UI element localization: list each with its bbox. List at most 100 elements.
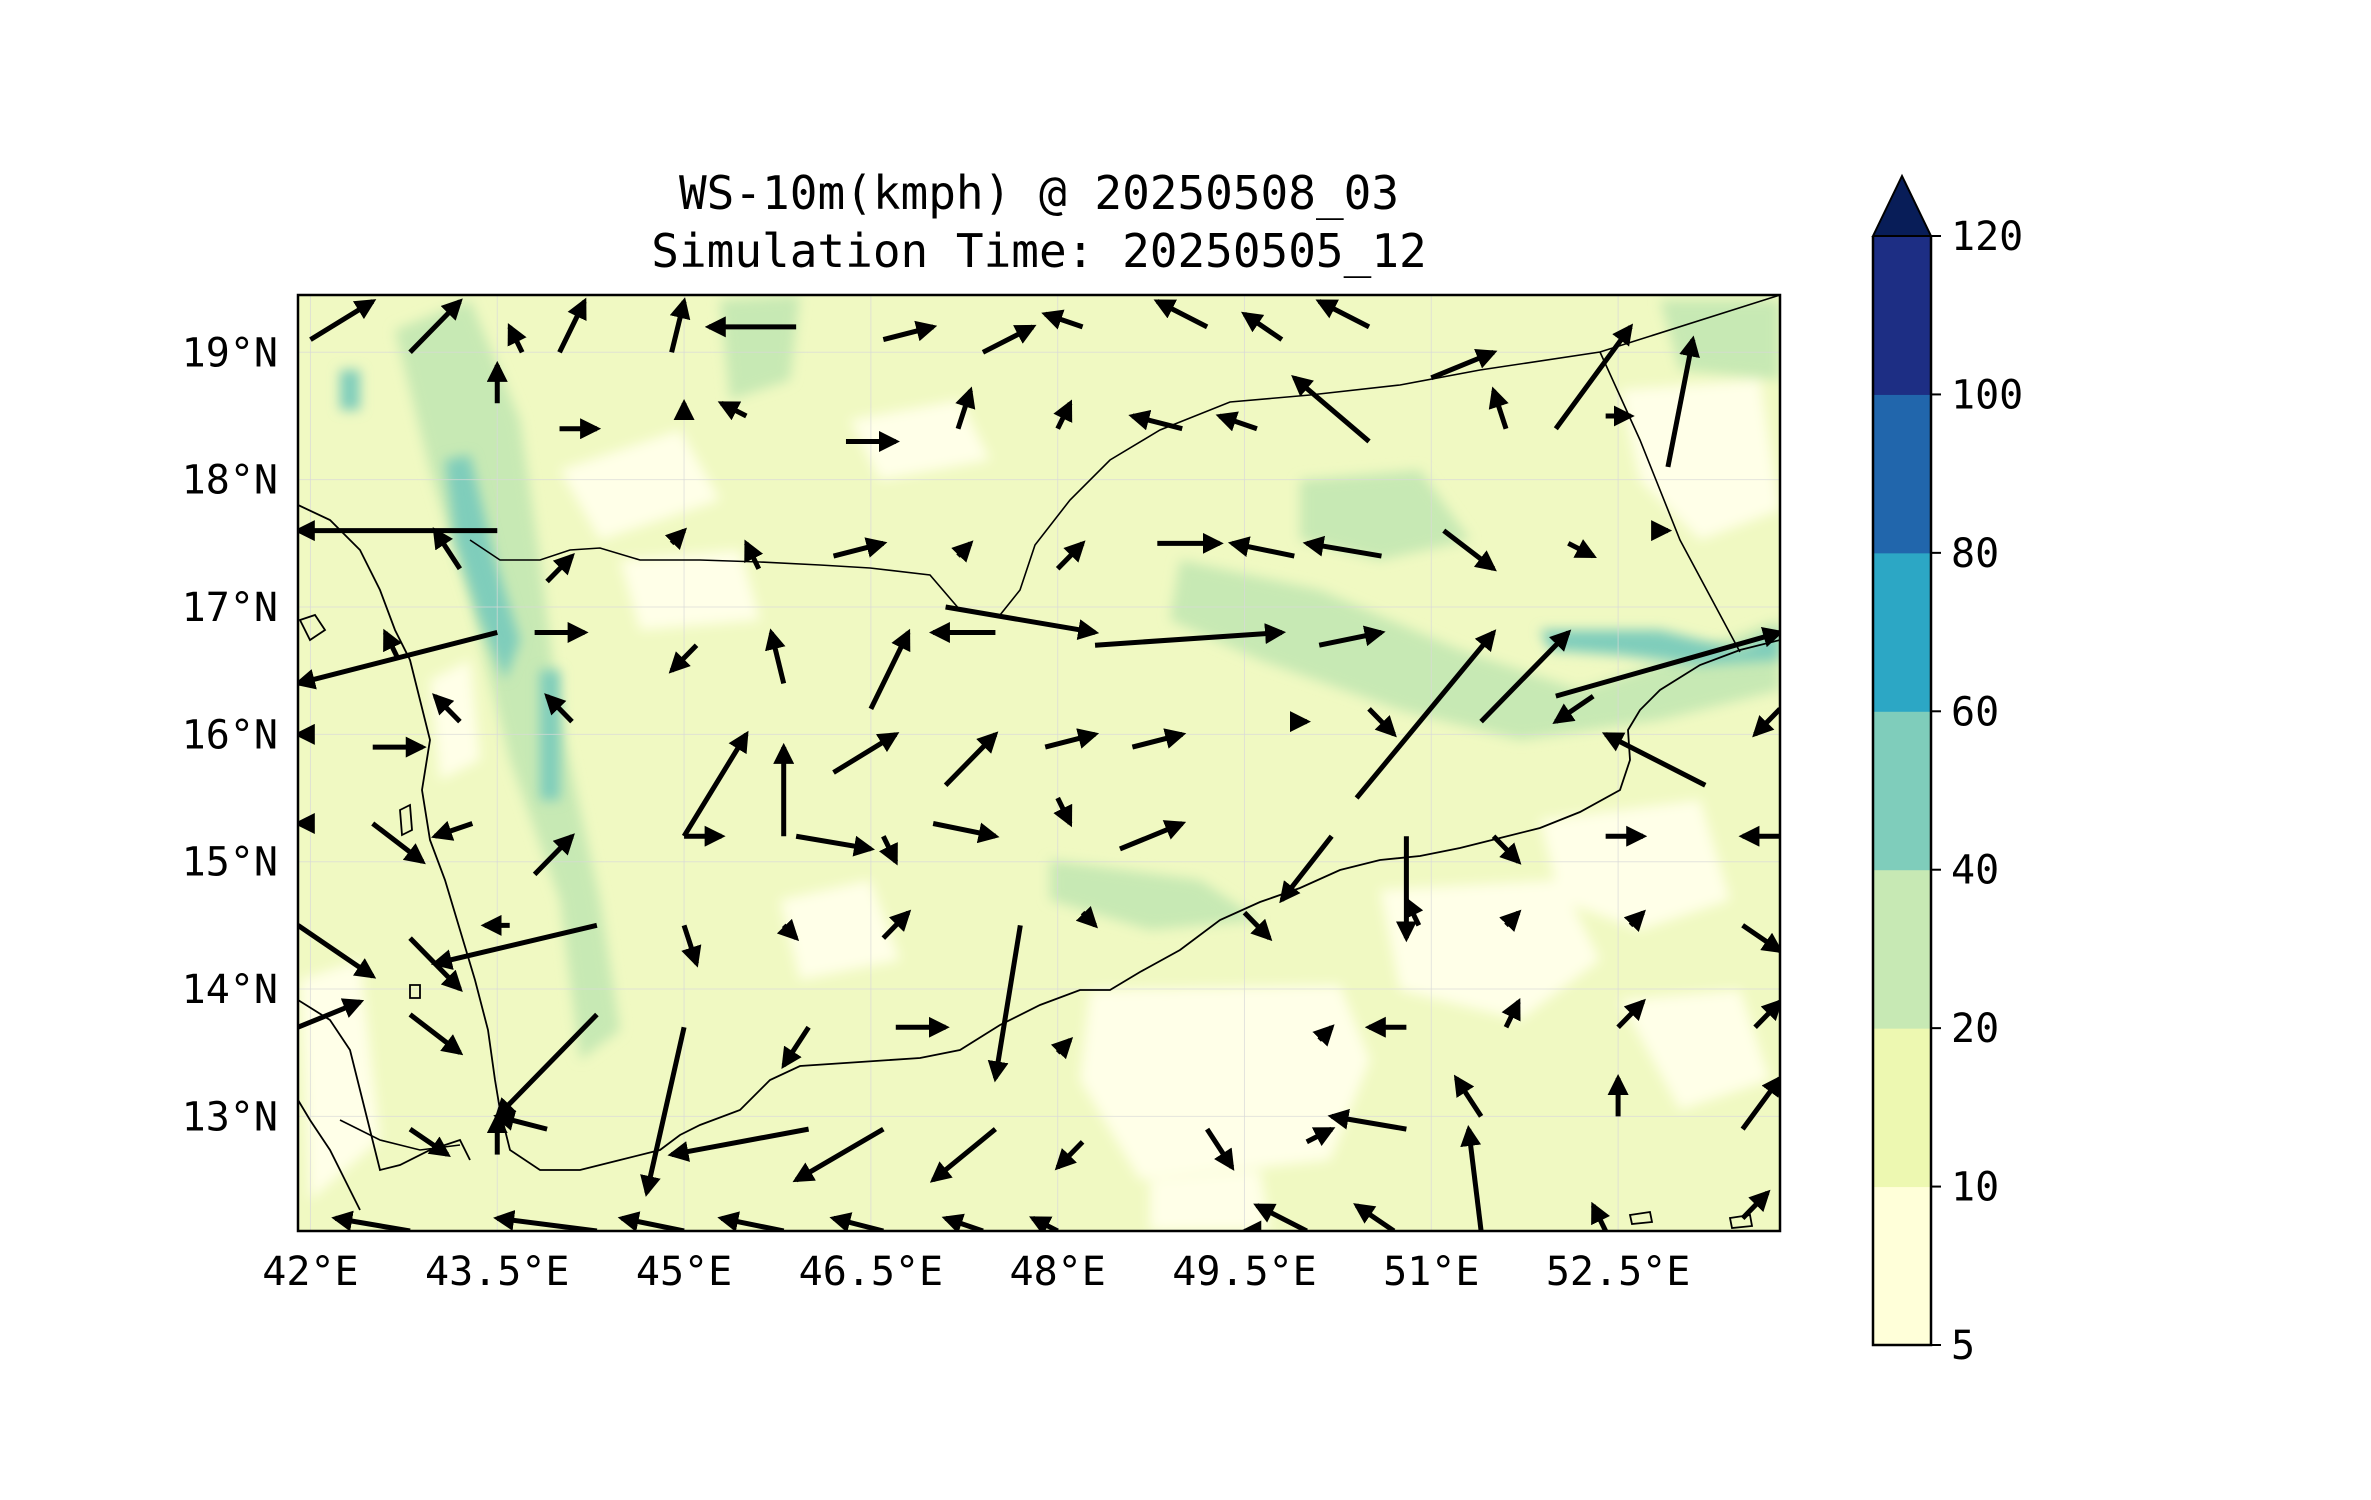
wind-vector: [878, 835, 899, 866]
colorbar-extend-arrow: [1871, 173, 1933, 237]
wind-vector: [1029, 1216, 1059, 1231]
wind-vector: [776, 918, 800, 942]
wind-vector: [664, 527, 688, 550]
title-line-1: WS-10m(kmph) @ 20250508_03: [679, 166, 1399, 220]
x-tick-label: 46.5°E: [799, 1249, 944, 1295]
wind-vector: [1553, 323, 1634, 431]
wind-vector: [1053, 399, 1073, 430]
wind-vector: [1740, 1074, 1780, 1131]
wind-vector: [1215, 411, 1258, 432]
x-tick-labels: 42°E 43.5°E 45°E 46.5°E 48°E 49.5°E 51°E 52.5°E: [262, 1249, 1690, 1295]
wind-vector: [431, 820, 474, 841]
wind-vector: [717, 1211, 785, 1231]
wind-vector: [617, 1211, 685, 1231]
wind-vector: [795, 833, 876, 857]
wind-vector: [1367, 707, 1397, 738]
map-panel: [298, 295, 1780, 1231]
wind-vector: [493, 1209, 598, 1231]
colorbar-label: 80: [1951, 531, 1999, 577]
contour-low-patch: [1150, 1170, 1270, 1231]
wind-vector: [1740, 1189, 1771, 1221]
wind-vector: [1315, 299, 1371, 330]
y-tick-label: 15°N: [182, 840, 278, 886]
wind-vector: [1567, 539, 1597, 559]
wind-vector: [1279, 834, 1334, 904]
wind-vector: [557, 297, 587, 354]
gridlines: [298, 295, 1780, 1231]
wind-vector: [298, 998, 365, 1030]
colorbar: 5 10 20 40 60 80 100 120: [1871, 173, 2023, 1369]
wind-vector: [945, 604, 1100, 640]
wind-vector: [1253, 1203, 1308, 1231]
wind-vector: [1590, 1201, 1611, 1231]
contour-low-patch: [620, 550, 760, 630]
wind-vector: [1227, 536, 1295, 559]
wind-vector: [1131, 728, 1187, 750]
contour-low-patch: [1620, 380, 1780, 540]
wind-vector: [955, 386, 976, 430]
wind-vector: [832, 732, 900, 775]
wind-vector: [545, 553, 575, 584]
wind-vector: [331, 1210, 411, 1231]
y-tick-label: 13°N: [182, 1094, 278, 1140]
wind-vector: [829, 1212, 884, 1231]
contour-mid-band: [720, 295, 800, 400]
island: [298, 613, 327, 642]
wind-vector: [1242, 910, 1273, 942]
contour-high-core: [445, 455, 520, 680]
colorbar-label: 10: [1951, 1165, 1999, 1211]
wind-vector: [929, 1127, 997, 1183]
wind-vector: [1488, 386, 1509, 430]
wind-vector: [667, 1126, 810, 1162]
wind-vector: [932, 821, 1000, 844]
wind-vector: [868, 628, 911, 710]
y-tick-label: 18°N: [182, 458, 278, 504]
wind-vector: [1453, 1074, 1484, 1118]
wind-vector: [981, 324, 1037, 355]
wind-vector: [408, 1012, 464, 1056]
wind-vector: [1327, 1108, 1407, 1132]
wind-vector: [1741, 923, 1780, 954]
colorbar-label: 100: [1951, 372, 2023, 418]
wind-vector: [1119, 820, 1187, 852]
x-tick-label: 48°E: [1010, 1249, 1106, 1295]
wind-vector: [408, 1127, 451, 1157]
wind-vector: [987, 924, 1023, 1083]
wind-vector: [1075, 906, 1098, 929]
colorbar-segment: [1873, 236, 1931, 395]
contour-low-patch: [1620, 990, 1770, 1110]
island: [409, 984, 421, 999]
contour-low-patch: [1540, 800, 1730, 930]
wind-vector: [1442, 528, 1497, 572]
wind-vector: [792, 1126, 885, 1183]
wind-vector: [1501, 998, 1521, 1029]
x-tick-label: 52.5°E: [1546, 1249, 1691, 1295]
wind-vector: [951, 540, 974, 563]
colorbar-segment: [1873, 552, 1931, 712]
colorbar-label: 40: [1951, 848, 1999, 894]
contour-high-core: [540, 670, 560, 800]
wind-vector: [882, 320, 938, 342]
title-line-2: Simulation Time: 20250505_12: [651, 224, 1426, 278]
wind-vector: [544, 693, 574, 724]
wind-vector: [832, 537, 888, 559]
wind-vector: [640, 1026, 687, 1197]
wind-vector: [669, 297, 691, 353]
wind-vector: [765, 628, 787, 685]
map-frame: [296, 293, 1782, 1233]
wind-vector: [943, 731, 999, 788]
wind-vector: [1555, 626, 1780, 699]
wind-vector: [532, 833, 575, 877]
x-tick-label: 49.5°E: [1172, 1249, 1317, 1295]
contour-mid-band: [1170, 560, 1780, 740]
wind-vector: [1094, 623, 1287, 648]
wind-vector: [430, 922, 598, 970]
wind-vector: [1041, 309, 1084, 330]
colorbar-label: 5: [1951, 1323, 1975, 1369]
wind-vector: [1128, 409, 1183, 432]
island: [399, 803, 413, 837]
wind-vector: [1430, 348, 1498, 381]
island: [1628, 1210, 1654, 1225]
coastline-eritrea: [298, 1099, 361, 1211]
contour-high-core: [340, 370, 360, 410]
